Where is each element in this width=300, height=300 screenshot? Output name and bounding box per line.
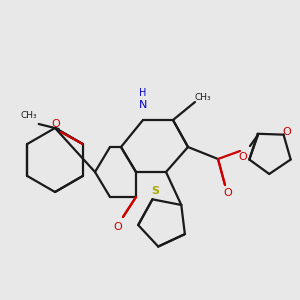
- Text: S: S: [152, 186, 159, 196]
- Text: H: H: [139, 88, 147, 98]
- Text: O: O: [282, 127, 291, 137]
- Text: CH₃: CH₃: [20, 112, 37, 121]
- Text: N: N: [139, 100, 147, 110]
- Text: CH₃: CH₃: [195, 92, 211, 101]
- Text: O: O: [224, 188, 232, 198]
- Text: O: O: [51, 119, 60, 129]
- Text: O: O: [238, 152, 247, 162]
- Text: O: O: [114, 222, 122, 232]
